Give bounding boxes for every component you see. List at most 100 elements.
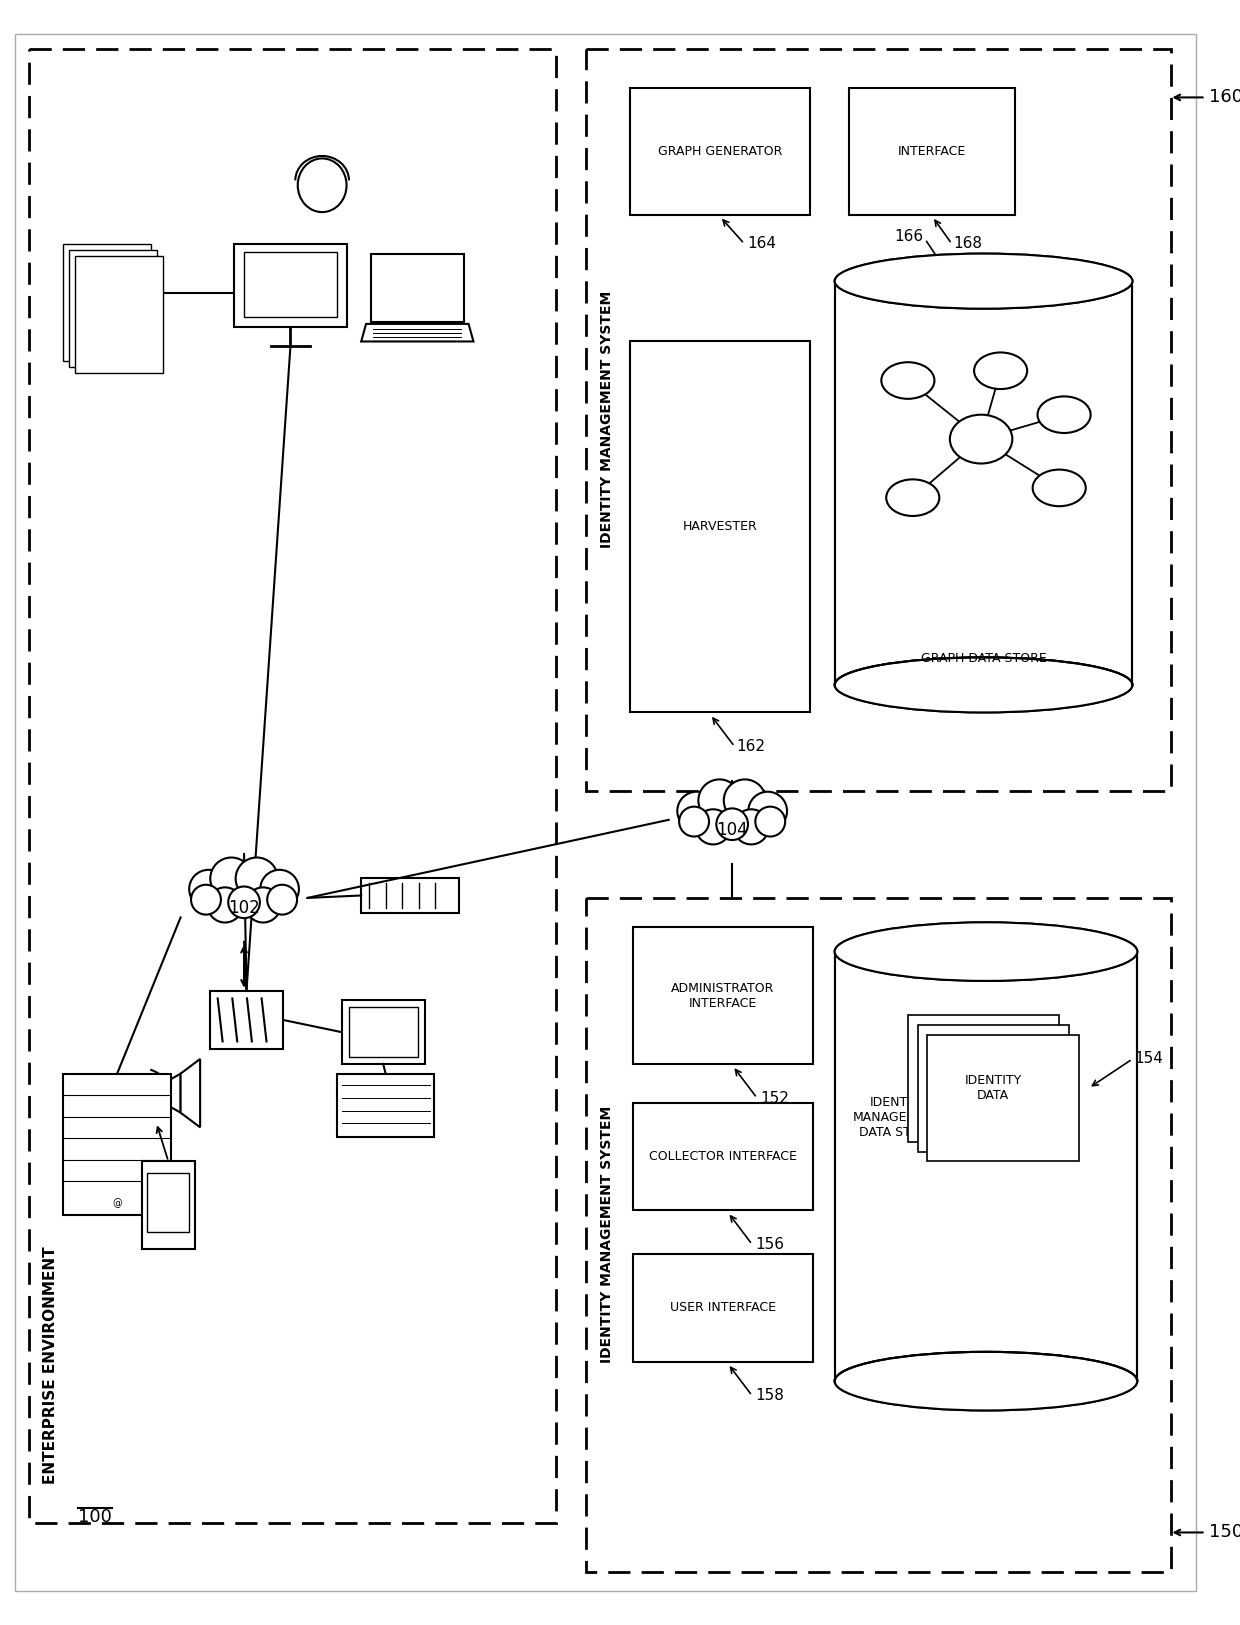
Polygon shape xyxy=(337,1074,434,1137)
Ellipse shape xyxy=(298,158,346,213)
Ellipse shape xyxy=(162,1217,169,1222)
Polygon shape xyxy=(835,281,1132,684)
Ellipse shape xyxy=(154,1123,164,1133)
Ellipse shape xyxy=(835,923,1137,981)
Circle shape xyxy=(260,869,299,908)
Text: 164: 164 xyxy=(748,236,776,252)
Ellipse shape xyxy=(150,1227,156,1232)
Ellipse shape xyxy=(162,1242,169,1246)
Text: COLLECTOR INTERFACE: COLLECTOR INTERFACE xyxy=(649,1150,797,1164)
Ellipse shape xyxy=(835,254,1132,309)
Text: GRAPH GENERATOR: GRAPH GENERATOR xyxy=(657,145,782,158)
Polygon shape xyxy=(76,255,162,372)
Text: IDENTITY
MANAGEMENT
DATA STORE: IDENTITY MANAGEMENT DATA STORE xyxy=(853,1097,944,1139)
Text: 158: 158 xyxy=(755,1388,784,1404)
Ellipse shape xyxy=(154,1144,164,1154)
Circle shape xyxy=(677,791,715,830)
Circle shape xyxy=(228,887,260,918)
Ellipse shape xyxy=(150,1235,156,1240)
Circle shape xyxy=(717,808,748,840)
Text: 100: 100 xyxy=(78,1508,112,1526)
Ellipse shape xyxy=(162,1227,169,1232)
Ellipse shape xyxy=(835,658,1132,712)
Polygon shape xyxy=(630,341,810,712)
Text: 150: 150 xyxy=(1209,1524,1240,1542)
Text: 102: 102 xyxy=(228,899,260,916)
Circle shape xyxy=(749,791,787,830)
Text: IDENTITY MANAGEMENT SYSTEM: IDENTITY MANAGEMENT SYSTEM xyxy=(600,1107,614,1363)
Polygon shape xyxy=(146,1074,181,1113)
Ellipse shape xyxy=(150,1242,156,1246)
Polygon shape xyxy=(63,244,151,361)
Polygon shape xyxy=(181,1060,200,1128)
Ellipse shape xyxy=(162,1235,169,1240)
Polygon shape xyxy=(632,1254,813,1362)
Ellipse shape xyxy=(1033,470,1086,507)
Text: IDENTITY MANAGEMENT SYSTEM: IDENTITY MANAGEMENT SYSTEM xyxy=(600,291,614,548)
Text: GRAPH DATA STORE: GRAPH DATA STORE xyxy=(920,652,1047,665)
Polygon shape xyxy=(361,323,474,341)
Circle shape xyxy=(191,884,221,915)
Text: USER INTERFACE: USER INTERFACE xyxy=(670,1302,776,1315)
Ellipse shape xyxy=(154,1079,164,1089)
Circle shape xyxy=(190,869,228,908)
Polygon shape xyxy=(632,1103,813,1211)
Circle shape xyxy=(696,809,730,845)
Text: 166: 166 xyxy=(894,229,923,244)
Ellipse shape xyxy=(1038,396,1091,432)
Polygon shape xyxy=(908,1016,1059,1142)
Polygon shape xyxy=(849,88,1016,215)
Ellipse shape xyxy=(176,1217,181,1222)
Ellipse shape xyxy=(835,923,1137,981)
Circle shape xyxy=(734,809,769,845)
Polygon shape xyxy=(210,991,283,1050)
Ellipse shape xyxy=(887,479,940,517)
Circle shape xyxy=(267,884,298,915)
Polygon shape xyxy=(928,1035,1079,1162)
Text: FIG. 1: FIG. 1 xyxy=(1032,944,1116,968)
Circle shape xyxy=(680,806,709,837)
Polygon shape xyxy=(835,952,1137,1381)
Text: 100: 100 xyxy=(98,255,117,265)
Polygon shape xyxy=(342,1001,424,1064)
Ellipse shape xyxy=(835,254,1132,309)
Circle shape xyxy=(724,780,766,822)
Circle shape xyxy=(755,806,785,837)
Text: @: @ xyxy=(113,1199,122,1209)
Circle shape xyxy=(236,858,278,900)
Polygon shape xyxy=(69,250,157,367)
Ellipse shape xyxy=(975,353,1027,388)
Ellipse shape xyxy=(154,1165,164,1175)
Text: IDENTITY
DATA: IDENTITY DATA xyxy=(965,1074,1022,1102)
Circle shape xyxy=(207,887,243,923)
Ellipse shape xyxy=(176,1235,181,1240)
Text: 152: 152 xyxy=(760,1090,789,1105)
Ellipse shape xyxy=(154,1102,164,1112)
Text: 168: 168 xyxy=(954,236,983,252)
Text: ADMINISTRATOR
INTERFACE: ADMINISTRATOR INTERFACE xyxy=(671,982,775,1009)
Polygon shape xyxy=(835,952,1137,1381)
Polygon shape xyxy=(148,1173,190,1232)
Text: 154: 154 xyxy=(1135,1051,1163,1066)
Ellipse shape xyxy=(950,414,1012,463)
Ellipse shape xyxy=(835,658,1132,712)
Polygon shape xyxy=(244,252,337,317)
Polygon shape xyxy=(63,1074,171,1216)
Ellipse shape xyxy=(835,1352,1137,1410)
Ellipse shape xyxy=(110,1198,124,1209)
Polygon shape xyxy=(348,1008,418,1056)
Text: INTERFACE: INTERFACE xyxy=(898,145,966,158)
Circle shape xyxy=(698,780,740,822)
Text: 162: 162 xyxy=(737,739,765,754)
Text: 104: 104 xyxy=(717,821,748,838)
Polygon shape xyxy=(632,928,813,1064)
Ellipse shape xyxy=(150,1217,156,1222)
Polygon shape xyxy=(371,254,464,322)
Polygon shape xyxy=(630,88,810,215)
Polygon shape xyxy=(835,281,1132,684)
Polygon shape xyxy=(141,1162,195,1250)
Polygon shape xyxy=(918,1025,1069,1152)
Text: ENTERPRISE ENVIRONMENT: ENTERPRISE ENVIRONMENT xyxy=(43,1246,58,1484)
Text: HARVESTER: HARVESTER xyxy=(682,520,758,533)
Circle shape xyxy=(211,858,253,900)
